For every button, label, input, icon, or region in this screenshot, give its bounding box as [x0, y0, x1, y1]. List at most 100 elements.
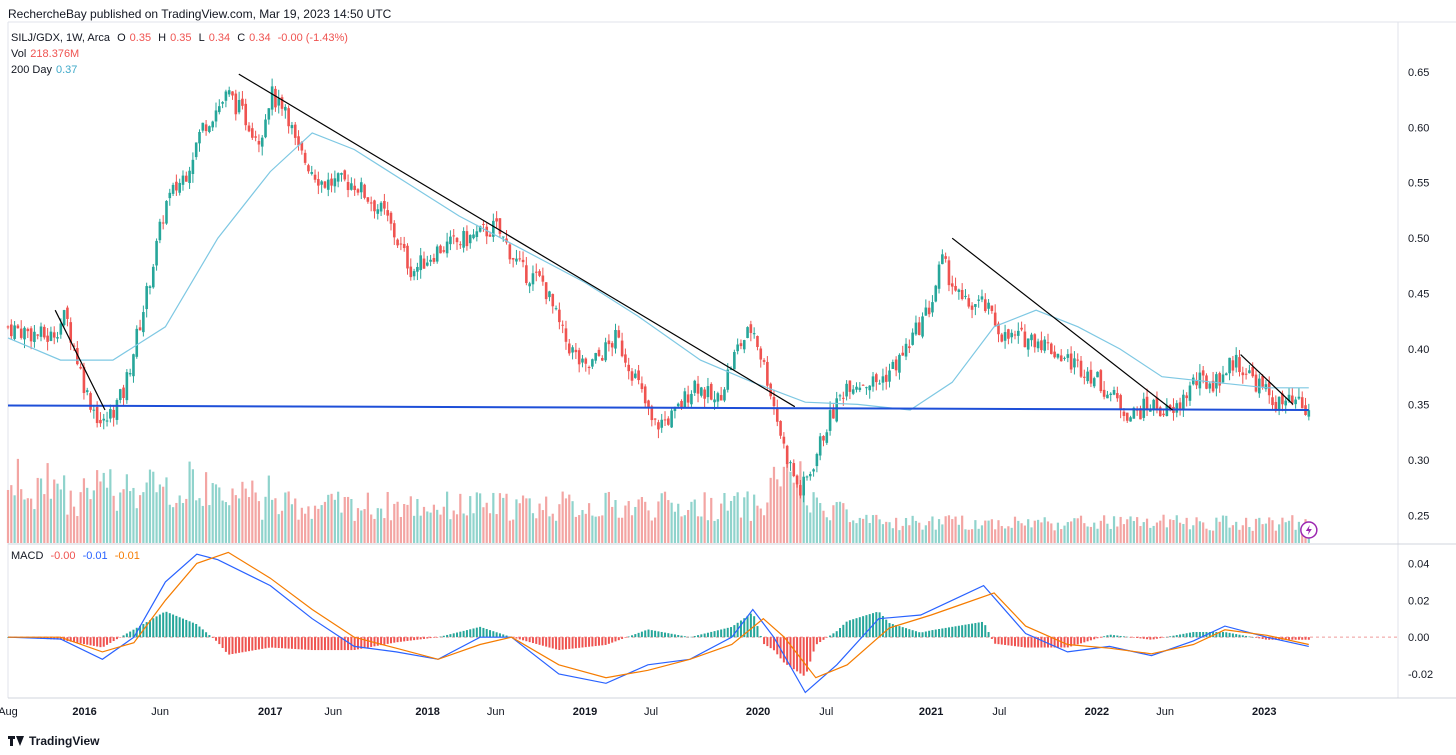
- volume-bar: [261, 519, 264, 543]
- volume-bar: [667, 500, 670, 543]
- candle-body: [772, 396, 776, 407]
- macd-histogram-bar: [693, 635, 696, 638]
- volume-bar: [578, 515, 581, 543]
- volume-bar: [690, 501, 693, 543]
- macd-histogram-bar: [1225, 632, 1228, 638]
- macd-histogram-bar: [990, 637, 993, 639]
- trend-line: [1240, 354, 1294, 405]
- macd-histogram-bar: [452, 633, 455, 638]
- macd-histogram-bar: [1027, 637, 1030, 648]
- macd-histogram-bar: [1179, 634, 1182, 638]
- volume-bar: [469, 496, 472, 543]
- candle-body: [875, 374, 878, 383]
- macd-histogram-bar: [601, 637, 604, 646]
- volume-bar: [812, 492, 815, 543]
- macd-histogram-bar: [1089, 637, 1092, 641]
- candle-body: [165, 200, 168, 224]
- volume-bars: [6, 458, 1310, 543]
- candle-body: [1201, 370, 1205, 376]
- volume-bar: [571, 501, 574, 543]
- volume-bar: [416, 498, 419, 543]
- macd-histogram-bar: [1261, 637, 1264, 639]
- macd-histogram-bar: [254, 637, 257, 651]
- candle-body: [643, 386, 647, 404]
- macd-histogram-bar: [782, 637, 785, 663]
- macd-histogram-bar: [584, 637, 587, 648]
- macd-histogram-bar: [489, 630, 492, 638]
- volume-bar: [495, 514, 498, 543]
- candle-body: [1036, 341, 1040, 349]
- price-tick-label: 0.50: [1408, 233, 1429, 245]
- macd-histogram-bar: [862, 616, 865, 638]
- volume-bar: [931, 516, 934, 543]
- macd-histogram-bar: [574, 637, 577, 649]
- candle-body: [983, 299, 987, 311]
- macd-histogram-bar: [1165, 636, 1168, 638]
- macd-label[interactable]: MACD: [11, 550, 44, 562]
- volume-bar: [561, 491, 564, 543]
- volume-bar: [693, 499, 696, 543]
- volume-bar: [835, 502, 838, 543]
- macd-histogram-bar: [1033, 637, 1036, 648]
- ma-label[interactable]: 200 Day: [11, 64, 52, 76]
- volume-bar: [1103, 515, 1106, 543]
- candle-body: [386, 210, 389, 216]
- volume-bar: [1284, 522, 1287, 543]
- candle-body: [911, 332, 914, 345]
- candle-body: [1020, 327, 1023, 330]
- volume-bar: [947, 515, 951, 543]
- candle-body: [1215, 374, 1218, 389]
- candle-body: [838, 395, 842, 397]
- macd-histogram-bar: [389, 637, 392, 644]
- macd-histogram-bar: [333, 637, 336, 651]
- candle-body: [158, 221, 162, 241]
- macd-histogram-bar: [1198, 632, 1201, 638]
- candle-body: [194, 142, 198, 158]
- tradingview-footer[interactable]: TradingView: [8, 734, 99, 748]
- macd-histogram-bar: [535, 637, 538, 644]
- volume-bar: [20, 489, 23, 543]
- volume-bar: [148, 469, 152, 543]
- macd-histogram-bar: [597, 637, 600, 646]
- macd-histogram-bar: [875, 612, 878, 638]
- symbol-name[interactable]: SILJ/GDX, 1W, Arca: [11, 32, 111, 44]
- candle-body: [587, 367, 591, 369]
- macd-histogram-bar: [868, 614, 871, 638]
- volume-bar: [46, 463, 49, 543]
- macd-histogram-bar: [528, 637, 531, 643]
- candle-body: [762, 360, 766, 362]
- volume-bar: [739, 517, 743, 543]
- macd-histogram-bar: [419, 637, 422, 640]
- candle-body: [465, 231, 469, 247]
- volume-bar: [76, 516, 79, 543]
- candle-body: [392, 223, 396, 238]
- volume-bar: [1169, 519, 1172, 543]
- volume-bar: [92, 490, 95, 543]
- macd-histogram-bar: [664, 632, 667, 638]
- candle-body: [736, 344, 739, 352]
- candle-body: [99, 419, 102, 424]
- candle-body: [1152, 399, 1155, 410]
- macd-histogram-bar: [1175, 635, 1178, 638]
- macd-histogram-bar: [647, 629, 650, 638]
- candle-body: [1244, 373, 1248, 375]
- candle-body: [320, 181, 323, 185]
- candle-body: [1073, 358, 1076, 368]
- candle-body: [865, 387, 868, 389]
- vol-label[interactable]: Vol: [11, 48, 27, 60]
- volume-bar: [1241, 525, 1244, 543]
- volume-bar: [862, 518, 865, 543]
- volume-bar: [323, 501, 327, 543]
- macd-histogram-bar: [545, 637, 548, 647]
- macd-histogram-bar: [492, 631, 495, 638]
- candle-body: [184, 175, 188, 182]
- candle-body: [181, 175, 185, 185]
- macd-histogram-bar: [657, 631, 660, 638]
- candle-body: [1182, 394, 1185, 410]
- macd-histogram-bar: [1149, 637, 1152, 640]
- macd-histogram-bar: [1020, 637, 1023, 648]
- volume-bar: [1231, 525, 1234, 543]
- macd-histogram-bar: [132, 629, 135, 638]
- candle-body: [426, 262, 429, 266]
